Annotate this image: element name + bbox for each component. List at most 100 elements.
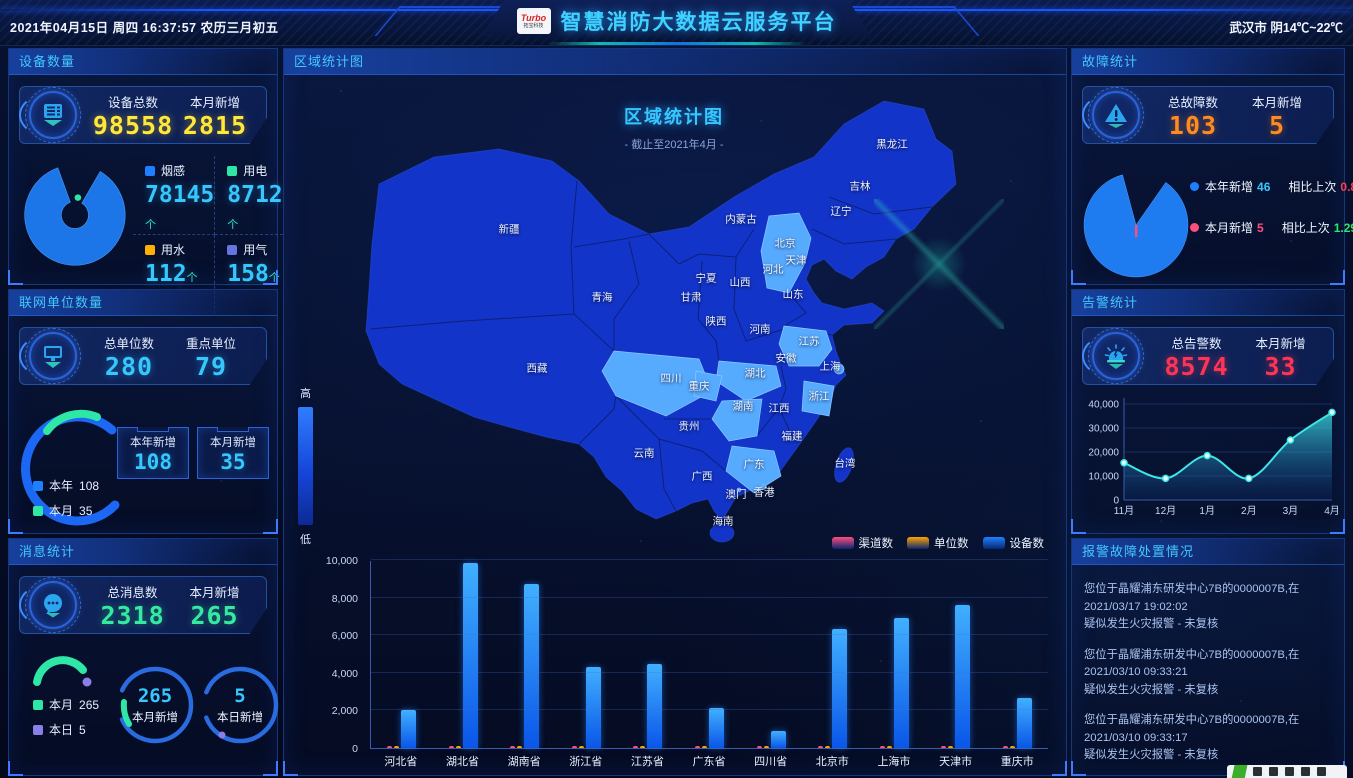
alarms-total-label: 总告警数 bbox=[1171, 337, 1222, 351]
bar-group-上海市[interactable] bbox=[863, 561, 925, 748]
bar-单位数-河北省[interactable] bbox=[394, 746, 400, 748]
messages-legend-day[interactable]: 本日 5 bbox=[33, 721, 99, 738]
bar-渠道数-江苏省[interactable] bbox=[633, 746, 639, 748]
bar-设备数-天津市[interactable] bbox=[955, 605, 971, 748]
units-legend-year[interactable]: 本年 108 bbox=[33, 477, 99, 494]
messages-day-gauge[interactable]: 5 本日新增 bbox=[197, 662, 283, 748]
bar-渠道数-上海市[interactable] bbox=[879, 746, 885, 748]
device-stat-water: 用水 112个 bbox=[133, 235, 216, 314]
bar-ytick: 4,000 bbox=[331, 667, 358, 680]
bar-单位数-浙江省[interactable] bbox=[578, 746, 584, 748]
bar-group-广东省[interactable] bbox=[679, 561, 741, 748]
bar-设备数-湖北省[interactable] bbox=[462, 562, 478, 748]
faults-stat-card: 总故障数 103 本月新增 5 bbox=[1082, 86, 1334, 144]
bar-单位数-北京市[interactable] bbox=[825, 746, 831, 748]
messages-legend: 本月 265 本日 5 bbox=[33, 696, 99, 746]
units-key-label: 重点单位 bbox=[185, 337, 236, 351]
bar-单位数-四川省[interactable] bbox=[763, 746, 769, 748]
bar-xlabel-北京市: 北京市 bbox=[815, 756, 849, 768]
bar-group-河北省[interactable] bbox=[371, 561, 433, 748]
bar-xlabel-天津市: 天津市 bbox=[939, 756, 973, 768]
faults-total-value: 103 bbox=[1168, 111, 1218, 140]
bar-设备数-江苏省[interactable] bbox=[647, 664, 663, 748]
bar-单位数-湖北省[interactable] bbox=[455, 746, 461, 748]
gas-label: 用气 bbox=[243, 243, 268, 257]
bar-渠道数-四川省[interactable] bbox=[756, 746, 762, 748]
device-total-value: 98558 bbox=[92, 111, 174, 140]
bar-单位数-湖南省[interactable] bbox=[517, 746, 523, 748]
svg-text:10,000: 10,000 bbox=[1088, 472, 1119, 483]
bar-设备数-四川省[interactable] bbox=[770, 731, 786, 748]
device-donut-chart[interactable] bbox=[17, 152, 133, 278]
chat-bubble-icon bbox=[19, 577, 81, 633]
disposition-list: 您位于晶耀浦东研发中心7B的0000007B,在2021/03/17 19:02… bbox=[1072, 565, 1344, 778]
alarms-panel: 告警统计 总告警数 8574 本月新增 33 bbox=[1071, 289, 1345, 534]
bar-设备数-河北省[interactable] bbox=[401, 710, 417, 748]
province-bar-chart[interactable] bbox=[370, 559, 1048, 749]
bar-渠道数-广东省[interactable] bbox=[695, 746, 700, 748]
bar-设备数-浙江省[interactable] bbox=[585, 667, 601, 748]
bar-单位数-江苏省[interactable] bbox=[640, 746, 646, 748]
legend-item-设备数[interactable]: 设备数 bbox=[982, 535, 1044, 551]
header-datetime: 2021年04月15日 周四 16:37:57 农历三月初五 bbox=[10, 21, 279, 35]
disposition-item[interactable]: 您位于晶耀浦东研发中心7B的0000007B,在2021/03/17 19:02… bbox=[1084, 583, 1300, 630]
map-region-macau bbox=[736, 487, 742, 493]
alarm-trend-chart[interactable]: 0 10,000 20,000 30,000 40,000 11月 12月 1月 2月 3月 4月 bbox=[1078, 388, 1340, 528]
messages-month-gauge[interactable]: 265 本月新增 bbox=[112, 662, 198, 748]
disposition-item[interactable]: 您位于晶耀浦东研发中心7B的0000007B,在2021/03/10 09:33… bbox=[1084, 714, 1300, 761]
heat-scale-gradient-bar bbox=[298, 407, 313, 525]
device-month-value: 2815 bbox=[182, 111, 248, 140]
messages-total-value: 2318 bbox=[100, 601, 165, 630]
bar-单位数-广东省[interactable] bbox=[702, 746, 707, 748]
messages-total-label: 总消息数 bbox=[107, 586, 158, 600]
bar-单位数-上海市[interactable] bbox=[886, 746, 892, 748]
monitor-icon bbox=[19, 328, 81, 384]
bar-group-湖南省[interactable] bbox=[494, 561, 556, 748]
electric-label: 用电 bbox=[243, 164, 268, 178]
bar-渠道数-重庆市[interactable] bbox=[1002, 746, 1008, 748]
legend-swatch bbox=[907, 537, 929, 549]
bar-渠道数-浙江省[interactable] bbox=[571, 746, 577, 748]
disposition-item[interactable]: 您位于晶耀浦东研发中心7B的0000007B,在2021/03/10 09:33… bbox=[1084, 648, 1300, 696]
bar-group-重庆市[interactable] bbox=[986, 561, 1048, 748]
units-legend-month[interactable]: 本月 35 bbox=[33, 502, 99, 519]
bar-group-天津市[interactable] bbox=[925, 561, 987, 748]
units-year-new-value: 108 bbox=[134, 450, 172, 474]
bar-设备数-广东省[interactable] bbox=[709, 707, 724, 748]
bar-group-四川省[interactable] bbox=[740, 561, 802, 748]
legend-swatch bbox=[982, 537, 1005, 549]
bar-渠道数-天津市[interactable] bbox=[941, 746, 947, 748]
bar-group-江苏省[interactable] bbox=[617, 561, 679, 748]
bar-设备数-北京市[interactable] bbox=[832, 628, 848, 748]
units-arc-gauge[interactable] bbox=[17, 395, 137, 545]
dispo-panel-title: 报警故障处置情况 bbox=[1072, 539, 1344, 565]
faults-year-label: 本年新增 bbox=[1205, 180, 1254, 194]
bar-设备数-上海市[interactable] bbox=[893, 618, 909, 748]
bar-group-北京市[interactable] bbox=[802, 561, 864, 748]
bar-渠道数-湖南省[interactable] bbox=[510, 746, 516, 748]
legend-item-单位数[interactable]: 单位数 bbox=[907, 535, 969, 551]
faults-month-value2: 5 bbox=[1257, 220, 1264, 235]
bar-设备数-重庆市[interactable] bbox=[1016, 698, 1032, 748]
bar-group-湖北省[interactable] bbox=[433, 561, 495, 748]
bar-单位数-天津市[interactable] bbox=[948, 746, 954, 748]
messages-mini-arc bbox=[33, 656, 92, 687]
map-region-jiangsu bbox=[778, 325, 833, 367]
bar-渠道数-北京市[interactable] bbox=[818, 746, 824, 748]
messages-legend-month[interactable]: 本月 265 bbox=[33, 696, 99, 713]
bar-xlabel-湖北省: 湖北省 bbox=[445, 756, 479, 768]
bar-设备数-湖南省[interactable] bbox=[524, 584, 540, 748]
legend-item-渠道数[interactable]: 渠道数 bbox=[831, 535, 893, 551]
faults-pie-chart[interactable] bbox=[1076, 162, 1196, 288]
bar-chart-y-axis: 0 2,000 4,000 6,000 8,000 10,000 bbox=[292, 555, 364, 755]
units-stat-card: 总单位数 280 重点单位 79 bbox=[19, 327, 267, 385]
bar-渠道数-湖北省[interactable] bbox=[448, 746, 454, 748]
china-map[interactable] bbox=[284, 79, 1064, 549]
bar-group-浙江省[interactable] bbox=[556, 561, 618, 748]
bar-单位数-重庆市[interactable] bbox=[1009, 746, 1015, 748]
header-emblem-underline bbox=[546, 42, 807, 45]
bar-渠道数-河北省[interactable] bbox=[387, 746, 393, 748]
